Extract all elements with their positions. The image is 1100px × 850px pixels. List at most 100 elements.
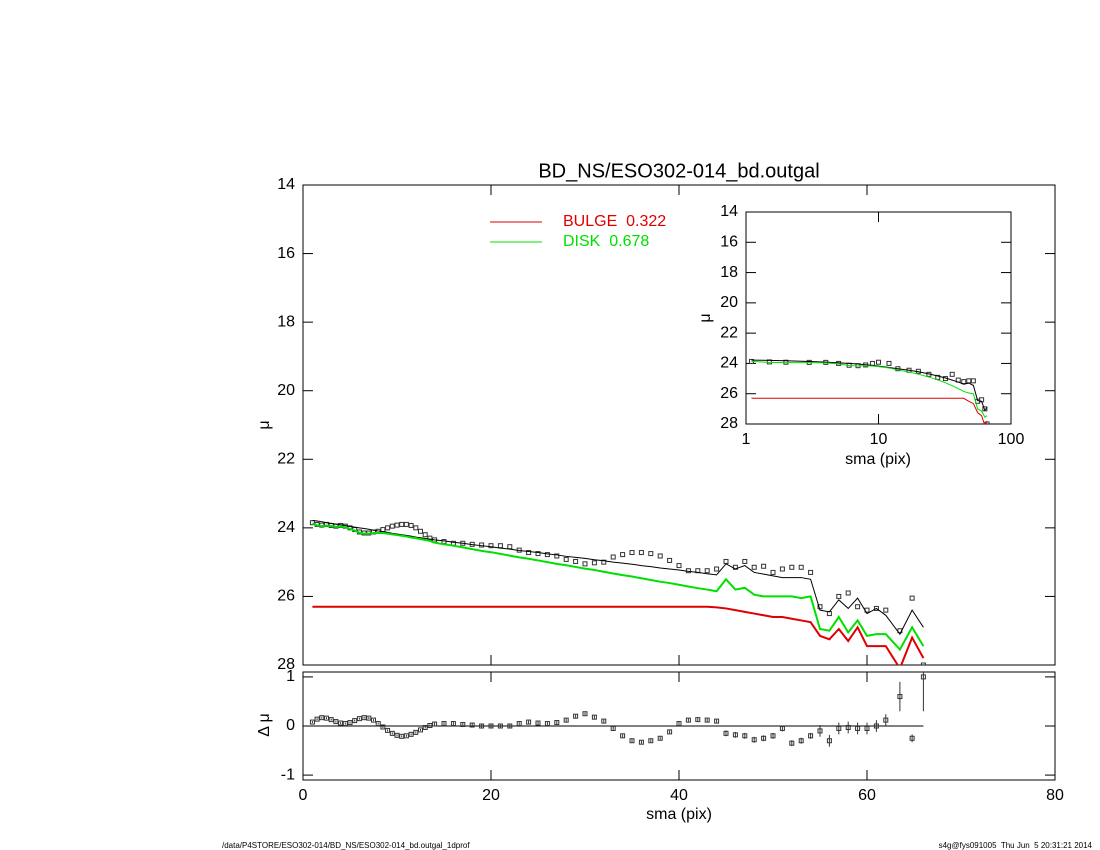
- data-point: [591, 560, 597, 566]
- y-tick-label: 16: [720, 234, 738, 251]
- data-point: [403, 521, 409, 527]
- data-point: [488, 723, 494, 729]
- x-tick-label: 1: [742, 431, 751, 448]
- data-point: [328, 717, 334, 723]
- data-point: [450, 721, 456, 727]
- x-axis-label: sma (pix): [845, 451, 911, 468]
- data-point: [732, 732, 738, 738]
- data-point: [610, 725, 616, 731]
- data-point: [497, 543, 503, 549]
- model-line: [751, 397, 988, 424]
- plot-frame: [302, 184, 1056, 666]
- data-point: [347, 720, 353, 726]
- data-point: [897, 694, 903, 700]
- data-point: [657, 553, 663, 559]
- data-point: [742, 558, 748, 564]
- data-point: [554, 720, 560, 726]
- data-point: [399, 733, 405, 739]
- data-point: [394, 732, 400, 738]
- data-point: [418, 528, 423, 534]
- data-point: [629, 738, 635, 744]
- data-point: [601, 718, 607, 724]
- y-tick-label: 24: [720, 355, 738, 372]
- data-point: [779, 566, 785, 572]
- data-point: [385, 727, 391, 733]
- data-point: [389, 523, 395, 529]
- data-point: [770, 569, 776, 575]
- data-point: [375, 721, 381, 727]
- data-point: [389, 730, 395, 736]
- data-point: [516, 721, 522, 727]
- data-point: [704, 717, 710, 723]
- data-point: [314, 716, 320, 722]
- data-point: [855, 725, 861, 731]
- data-point: [620, 733, 626, 739]
- legend-label: DISK 0.678: [563, 233, 649, 250]
- y-tick-label: 28: [720, 415, 738, 432]
- data-point: [422, 724, 428, 730]
- y-tick-label: 14: [720, 203, 738, 220]
- data-point: [399, 521, 405, 527]
- data-point: [808, 733, 814, 739]
- y-tick-label: 26: [720, 385, 738, 402]
- y-tick-label: 14: [277, 176, 295, 193]
- data-point: [761, 563, 767, 569]
- data-point: [408, 522, 414, 528]
- data-point: [723, 558, 729, 564]
- data-point: [582, 711, 588, 717]
- model-line: [751, 359, 988, 412]
- data-point: [789, 740, 795, 746]
- data-point: [507, 544, 513, 550]
- model-line: [312, 519, 924, 636]
- data-point: [949, 371, 955, 377]
- data-point: [432, 721, 438, 727]
- chart-title: BD_NS/ESO302-014_bd.outgal: [538, 160, 819, 182]
- data-point: [629, 550, 635, 556]
- data-point: [394, 522, 400, 528]
- data-point: [610, 554, 616, 560]
- data-point: [535, 720, 541, 726]
- data-point: [333, 719, 339, 725]
- data-point: [488, 543, 494, 549]
- data-point: [526, 719, 532, 725]
- y-tick-label: 18: [277, 313, 295, 330]
- data-point: [563, 717, 569, 723]
- data-point: [909, 595, 915, 601]
- data-point: [789, 564, 795, 570]
- y-tick-label: -1: [281, 766, 295, 783]
- data-point: [309, 719, 315, 725]
- data-point: [544, 721, 550, 727]
- x-tick-label: 100: [998, 431, 1025, 448]
- data-point: [356, 716, 362, 722]
- model-line: [311, 522, 925, 652]
- data-point: [582, 561, 588, 567]
- data-point: [418, 727, 423, 733]
- data-point: [798, 738, 804, 744]
- data-point: [507, 723, 513, 729]
- data-point: [563, 556, 569, 562]
- data-point: [873, 605, 879, 611]
- data-point: [667, 729, 673, 735]
- data-point: [573, 713, 579, 719]
- model-line: [312, 605, 925, 665]
- data-point: [883, 717, 889, 723]
- y-tick-label: 22: [720, 324, 738, 341]
- data-point: [371, 717, 376, 723]
- data-point: [714, 566, 720, 572]
- plot-area: [309, 672, 926, 747]
- data-point: [657, 735, 663, 741]
- data-point: [676, 721, 682, 727]
- plot-frame: [745, 211, 1012, 425]
- data-point: [798, 564, 804, 570]
- data-point: [836, 593, 842, 599]
- data-point: [544, 552, 550, 558]
- data-point: [403, 733, 409, 739]
- plot-area: [748, 358, 990, 424]
- x-tick-label: 0: [299, 787, 308, 804]
- y-tick-label: 28: [277, 656, 295, 673]
- data-point: [935, 374, 941, 380]
- data-point: [704, 568, 710, 574]
- data-point: [761, 735, 767, 741]
- data-point: [441, 721, 447, 727]
- data-point: [479, 542, 485, 548]
